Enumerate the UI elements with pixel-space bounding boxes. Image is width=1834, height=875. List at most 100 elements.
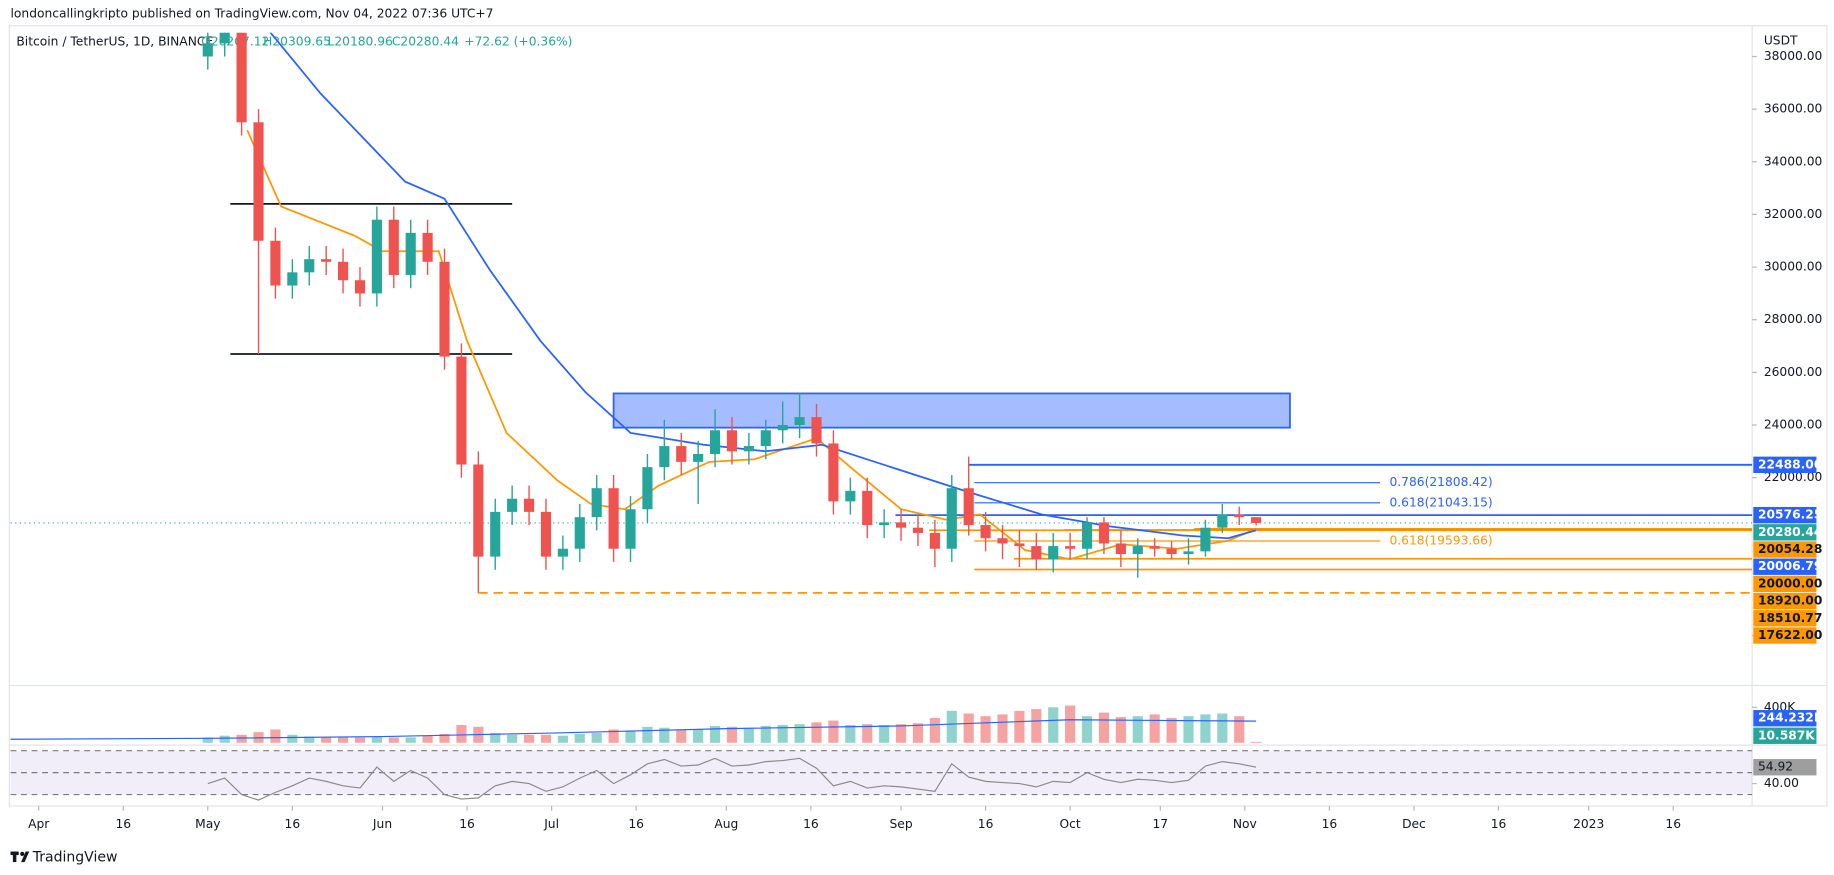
brand-logo: [10, 851, 30, 863]
rsi-tick-label: 40.00: [1764, 776, 1799, 790]
candle-body: [557, 548, 568, 557]
candle-body: [1065, 546, 1076, 549]
price-label: 18920.00: [1758, 594, 1822, 608]
volume-bar: [895, 724, 907, 743]
volume-ma: [10, 719, 1257, 740]
candle-body: [1132, 546, 1143, 554]
volume-bar: [845, 725, 856, 743]
x-tick-label: Sep: [889, 817, 912, 831]
candle-body: [980, 525, 991, 539]
legend-close: C20280.44: [392, 35, 459, 49]
volume-bar: [507, 734, 518, 743]
volume-bar: [456, 725, 467, 743]
volume-bar: [219, 735, 230, 743]
x-tick-label: May: [195, 817, 220, 831]
volume-bar: [591, 733, 602, 743]
y-tick-label: 26000.00: [1764, 365, 1823, 379]
rsi-line: [207, 757, 1257, 801]
candle-body: [1098, 522, 1110, 544]
candle-body: [507, 498, 518, 512]
candle-body: [354, 280, 366, 294]
candle-body: [743, 446, 754, 452]
x-tick-label: 16: [285, 817, 301, 831]
x-tick-label: Aug: [714, 817, 738, 831]
price-label-box: [1753, 541, 1817, 558]
volume-bar: [1149, 714, 1160, 743]
x-tick-label: 16: [1322, 817, 1338, 831]
candle-body: [1200, 527, 1211, 552]
x-tick-label: 16: [1665, 817, 1681, 831]
candle-body: [202, 43, 213, 57]
volume-bar: [354, 737, 366, 743]
candle-body: [912, 527, 924, 533]
volume-bar: [490, 733, 501, 743]
volume-bar: [574, 733, 585, 743]
y-tick-label: 34000.00: [1764, 154, 1823, 168]
volume-bar: [1132, 716, 1143, 743]
candle-body: [1166, 548, 1177, 554]
y-tick-label: 28000.00: [1764, 312, 1823, 326]
volume-bar: [811, 722, 822, 743]
candle-body: [862, 490, 873, 526]
candle-body: [608, 488, 619, 549]
price-label: 17622.00: [1758, 628, 1822, 642]
candle-body: [439, 261, 450, 357]
candle-body: [1149, 546, 1160, 549]
volume-bar: [337, 737, 349, 743]
volume-bar: [557, 735, 568, 743]
volume-bar: [371, 736, 382, 743]
candle-body: [456, 356, 467, 465]
volume-bar: [287, 734, 298, 743]
candle-body: [693, 453, 704, 462]
candle-body: [1115, 543, 1126, 554]
volume-bar: [1098, 712, 1110, 743]
price-label: 20054.28: [1758, 542, 1822, 556]
zone: [612, 392, 1291, 429]
candle-body: [1014, 543, 1025, 547]
candle-body: [405, 232, 416, 275]
x-tick-label: 17: [1153, 817, 1169, 831]
candle-body: [828, 443, 839, 502]
candle-body: [253, 122, 264, 241]
y-tick-label: 38000.00: [1764, 49, 1823, 63]
volume-bar: [202, 737, 213, 743]
volume-bar: [422, 735, 433, 743]
volume-bar: [439, 733, 450, 743]
volume-bar: [304, 736, 315, 743]
volume-bar: [963, 713, 974, 743]
candle-body: [287, 272, 298, 286]
volume-bar: [540, 734, 552, 743]
price-label: 20006.79: [1758, 559, 1822, 573]
frame: [8, 25, 1828, 807]
volume-bar: [997, 714, 1008, 743]
x-tick-label: 2023: [1573, 817, 1604, 831]
volume-bar: [642, 726, 653, 743]
price-label: 22488.00: [1758, 457, 1822, 471]
volume-bar: [709, 725, 721, 743]
volume-bar: [1048, 707, 1059, 743]
x-tick-label: Nov: [1233, 817, 1257, 831]
candle-body: [490, 511, 501, 557]
rsi-label: 54.92: [1758, 760, 1793, 774]
y-tick-label: 32000.00: [1764, 207, 1823, 221]
x-tick-label: Oct: [1060, 817, 1081, 831]
candle-body: [760, 430, 771, 447]
price-label-box: [1753, 627, 1817, 644]
volume-bar: [760, 725, 771, 743]
volume-ma-label-box: [1753, 710, 1817, 727]
volume-bar: [523, 734, 535, 743]
x-tick-label: 16: [1491, 817, 1507, 831]
volume-bar: [862, 724, 873, 743]
candle-body: [777, 425, 788, 431]
price-label-box: [1753, 456, 1817, 474]
x-tick-label: 16: [459, 817, 475, 831]
volume-bar: [777, 725, 788, 743]
volume-bar: [946, 710, 957, 743]
candle-body: [676, 446, 687, 462]
candle-body: [1234, 514, 1245, 518]
volume-bar: [270, 729, 281, 743]
candle-body: [709, 430, 721, 454]
candle-body: [270, 240, 281, 286]
candle-body: [219, 32, 230, 44]
x-tick-label: 16: [628, 817, 644, 831]
